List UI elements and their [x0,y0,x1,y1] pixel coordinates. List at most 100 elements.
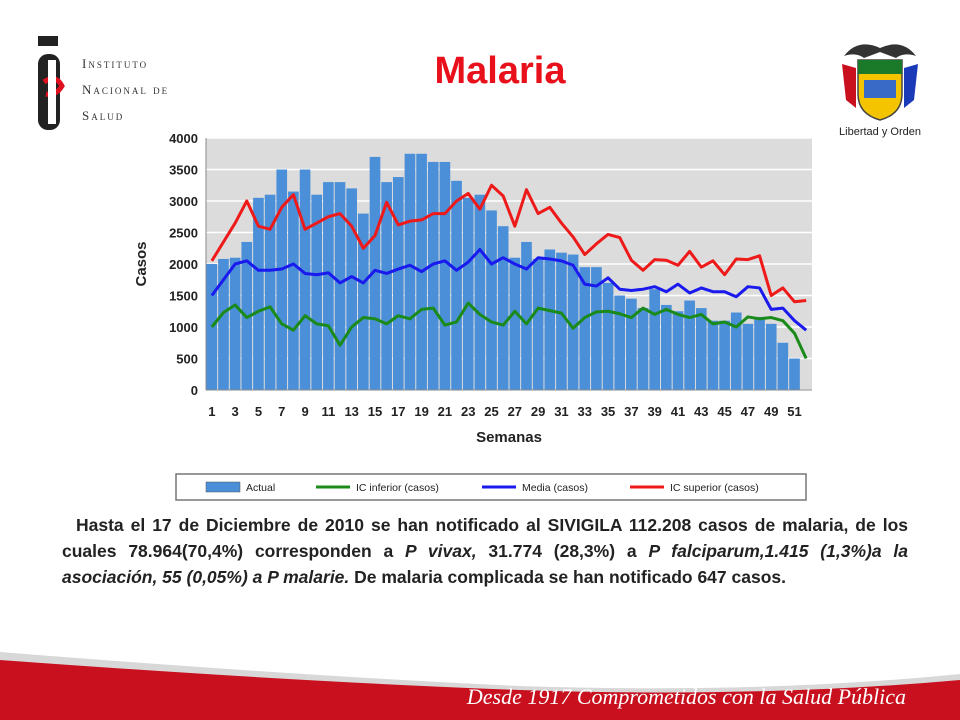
bar-actual [695,308,707,390]
bar-actual [323,182,334,390]
bar-actual [474,194,486,390]
y-tick-label: 1000 [169,320,198,335]
bar-actual [707,320,719,390]
y-tick-label: 3000 [169,194,198,209]
bar-actual [661,304,672,390]
x-tick-label: 19 [414,404,428,419]
institute-line-1: Instituto [82,56,149,71]
y-tick-label: 4000 [169,131,198,146]
y-tick-label: 3500 [169,163,198,178]
bar-actual [229,257,241,390]
bar-actual [311,194,323,390]
bar-actual [789,358,800,390]
x-tick-label: 7 [278,404,285,419]
ins-logo-mark [38,36,65,130]
summary-paragraph: Hasta el 17 de Diciembre de 2010 se han … [62,512,908,590]
bar-actual [579,267,591,390]
bar-actual [754,316,765,390]
x-tick-label: 37 [624,404,638,419]
x-tick-label: 29 [531,404,545,419]
bar-actual [684,300,695,390]
bar-actual [765,323,777,390]
bar-actual [276,169,288,390]
bar-actual [509,257,521,390]
bar-actual [497,226,509,390]
bar-actual [253,197,264,390]
x-tick-label: 41 [671,404,685,419]
bar-actual [591,267,602,390]
bar-actual [288,191,299,390]
legend-label: Media (casos) [522,482,588,494]
bar-actual [567,254,579,390]
x-tick-label: 3 [232,404,239,419]
bar-actual [521,241,532,390]
summary-text-2: 31.774 (28,3%) a [476,541,649,561]
x-tick-label: 31 [554,404,568,419]
bar-actual [427,161,439,390]
bar-actual [730,312,742,390]
bar-actual [614,295,626,390]
coat-of-arms: Libertad y Orden [838,38,922,142]
y-axis-title: Casos [133,241,150,286]
x-tick-label: 15 [368,404,382,419]
legend-swatch-actual [205,481,241,493]
bar-actual [462,197,474,390]
y-tick-label: 2500 [169,226,198,241]
x-tick-label: 35 [601,404,615,419]
coat-of-arms-icon [842,44,918,121]
coat-caption: Libertad y Orden [839,126,921,138]
x-tick-label: 49 [764,404,778,419]
bar-actual [544,249,556,390]
bar-actual [218,258,229,390]
bar-actual [392,177,404,390]
institute-line-2: Nacional de [82,82,170,97]
y-tick-label: 1500 [169,289,198,304]
x-tick-label: 11 [321,404,335,419]
series-line-ic [210,183,807,304]
bar-actual [369,156,381,390]
bar-actual [637,308,649,390]
x-axis-title: Semanas [476,429,542,446]
bar-actual [649,289,660,390]
x-tick-label: 25 [484,404,498,419]
x-tick-label: 51 [787,404,801,419]
x-tick-label: 23 [461,404,475,419]
bar-actual [486,210,497,390]
bar-actual [439,161,451,390]
x-tick-label: 45 [717,404,731,419]
bar-actual [777,342,789,390]
x-tick-label: 47 [741,404,755,419]
x-tick-label: 39 [647,404,661,419]
bar-actual [672,311,684,390]
bar-actual [602,282,614,390]
x-tick-label: 5 [255,404,262,419]
bar-actual [381,182,392,390]
ins-logo: Instituto Nacional de Salud [34,34,194,134]
bar-actual [358,213,369,390]
institute-line-3: Salud [82,108,125,123]
y-tick-label: 0 [191,383,198,398]
x-tick-label: 43 [694,404,708,419]
summary-text-1: Hasta el 17 de Diciembre de 2010 se han … [62,515,908,561]
summary-italic-1: P vivax, [405,541,477,561]
bar-actual [334,182,346,390]
bar-actual [742,323,754,390]
x-tick-label: 1 [208,404,215,419]
x-tick-label: 17 [391,404,405,419]
series-line-ic [210,301,808,360]
slide-title: Malaria [434,50,566,92]
y-tick-label: 500 [176,352,198,367]
x-tick-label: 33 [578,404,592,419]
x-tick-label: 9 [301,404,308,419]
bar-actual [532,258,544,390]
bar-actual [346,188,357,390]
bar-actual [404,153,416,390]
bar-actual [264,194,276,390]
summary-text-3: De malaria complicada se han notificado … [349,567,786,587]
x-tick-label: 27 [508,404,522,419]
series-line-media [210,248,808,332]
bar-actual [719,320,730,390]
legend-label: Actual [246,482,275,494]
bar-actual [451,180,462,390]
